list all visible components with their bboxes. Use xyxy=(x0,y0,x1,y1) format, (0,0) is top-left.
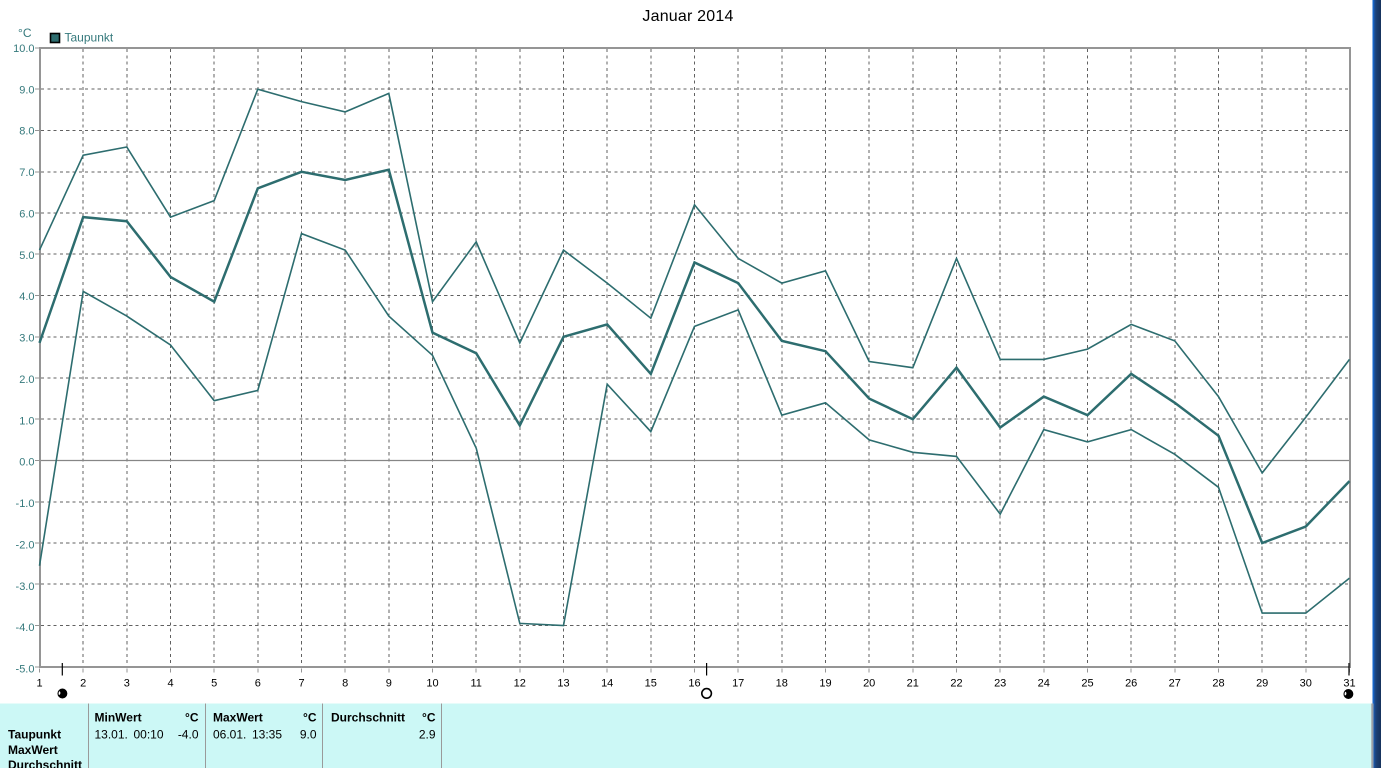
svg-text:17: 17 xyxy=(732,678,744,690)
svg-text:18: 18 xyxy=(776,678,788,690)
svg-text:06.01.: 06.01. xyxy=(213,728,246,742)
svg-text:11: 11 xyxy=(470,678,481,690)
svg-text:9.0: 9.0 xyxy=(19,84,34,96)
svg-text:25: 25 xyxy=(1081,678,1093,690)
svg-text:5.0: 5.0 xyxy=(19,250,34,262)
svg-text:-4.0: -4.0 xyxy=(16,622,35,634)
svg-text:MaxWert: MaxWert xyxy=(8,743,58,757)
svg-text:9.0: 9.0 xyxy=(300,728,317,742)
svg-text:19: 19 xyxy=(819,678,831,690)
svg-text:26: 26 xyxy=(1125,678,1137,690)
svg-text:Januar 2014: Januar 2014 xyxy=(642,8,733,25)
svg-text:Taupunkt: Taupunkt xyxy=(65,31,114,45)
svg-text:7: 7 xyxy=(298,678,304,690)
svg-text:2.0: 2.0 xyxy=(19,374,34,386)
svg-text:13: 13 xyxy=(557,678,569,690)
svg-text:12: 12 xyxy=(514,678,526,690)
svg-text:MinWert: MinWert xyxy=(95,711,142,725)
svg-text:16: 16 xyxy=(688,678,700,690)
svg-text:-5.0: -5.0 xyxy=(16,664,35,676)
svg-text:°C: °C xyxy=(303,711,317,725)
svg-text:13:35: 13:35 xyxy=(252,728,282,742)
svg-text:-3.0: -3.0 xyxy=(16,581,35,593)
svg-text:2: 2 xyxy=(80,678,86,690)
svg-text:1: 1 xyxy=(36,678,42,690)
svg-text:-4.0: -4.0 xyxy=(178,728,199,742)
svg-text:10.0: 10.0 xyxy=(13,43,34,55)
svg-text:-1.0: -1.0 xyxy=(16,498,35,510)
svg-text:3: 3 xyxy=(124,678,130,690)
svg-text:6.0: 6.0 xyxy=(19,209,34,221)
svg-text:7.0: 7.0 xyxy=(19,167,34,179)
svg-text:2.9: 2.9 xyxy=(419,728,436,742)
svg-text:28: 28 xyxy=(1212,678,1224,690)
svg-text:9: 9 xyxy=(386,678,392,690)
svg-text:°C: °C xyxy=(18,26,32,40)
svg-text:14: 14 xyxy=(601,678,613,690)
svg-text:6: 6 xyxy=(255,678,261,690)
svg-text:22: 22 xyxy=(950,678,962,690)
svg-text:31: 31 xyxy=(1343,678,1355,690)
svg-text:23: 23 xyxy=(994,678,1006,690)
svg-text:21: 21 xyxy=(907,678,919,690)
svg-text:8: 8 xyxy=(342,678,348,690)
svg-text:20: 20 xyxy=(863,678,875,690)
svg-text:MaxWert: MaxWert xyxy=(213,711,263,725)
svg-text:5: 5 xyxy=(211,678,217,690)
svg-text:15: 15 xyxy=(645,678,657,690)
svg-text:0.0: 0.0 xyxy=(19,457,34,469)
svg-text:13.01.: 13.01. xyxy=(95,728,128,742)
svg-text:27: 27 xyxy=(1169,678,1181,690)
svg-text:29: 29 xyxy=(1256,678,1268,690)
svg-text:10: 10 xyxy=(426,678,438,690)
svg-text:°C: °C xyxy=(422,711,436,725)
svg-text:°C: °C xyxy=(185,711,199,725)
svg-text:Durchschnitt: Durchschnitt xyxy=(331,711,405,725)
svg-text:8.0: 8.0 xyxy=(19,126,34,138)
svg-text:30: 30 xyxy=(1300,678,1312,690)
svg-text:Durchschnitt: Durchschnitt xyxy=(8,758,82,768)
svg-text:Taupunkt: Taupunkt xyxy=(8,728,61,742)
svg-text:1.0: 1.0 xyxy=(19,415,34,427)
svg-text:4.0: 4.0 xyxy=(19,291,34,303)
svg-text:00:10: 00:10 xyxy=(134,728,164,742)
svg-text:24: 24 xyxy=(1038,678,1050,690)
svg-text:-2.0: -2.0 xyxy=(16,540,35,552)
svg-text:3.0: 3.0 xyxy=(19,333,34,345)
svg-text:4: 4 xyxy=(167,678,173,690)
